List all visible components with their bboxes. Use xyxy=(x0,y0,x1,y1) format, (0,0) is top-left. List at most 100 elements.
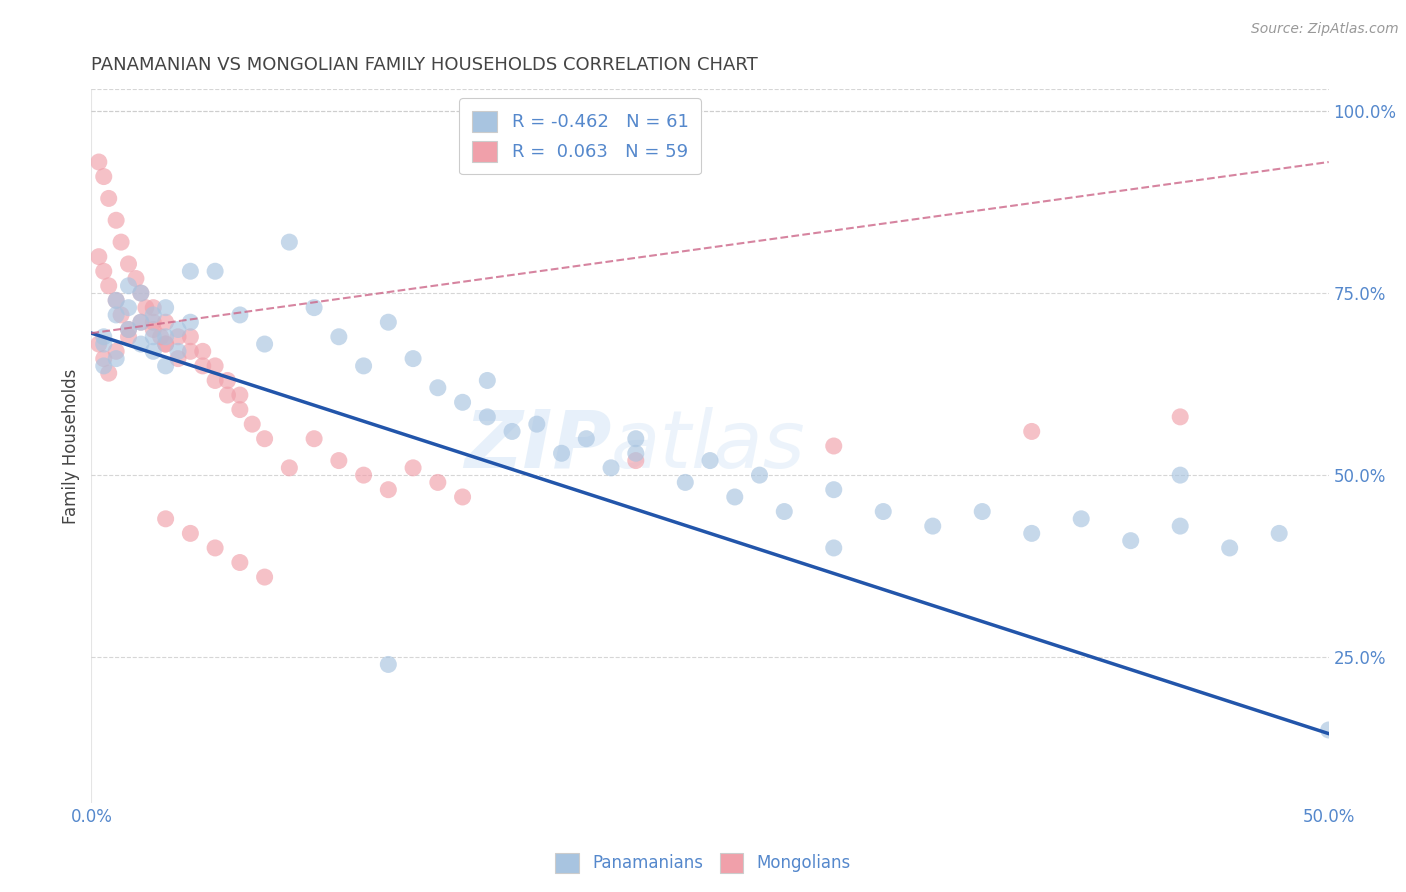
Point xyxy=(155,359,177,373)
Point xyxy=(253,570,276,584)
Point xyxy=(93,330,115,344)
Point xyxy=(451,490,474,504)
Point xyxy=(87,155,110,169)
Point xyxy=(179,330,201,344)
Point xyxy=(204,359,226,373)
Point xyxy=(142,344,165,359)
Point xyxy=(921,519,943,533)
Point xyxy=(353,468,375,483)
Point xyxy=(1119,533,1142,548)
Point xyxy=(87,337,110,351)
Point xyxy=(426,381,449,395)
Point xyxy=(167,351,190,366)
Point xyxy=(204,374,226,388)
Point xyxy=(217,374,239,388)
Point xyxy=(1070,512,1092,526)
Point xyxy=(155,301,177,315)
Point xyxy=(229,402,252,417)
Point xyxy=(402,460,425,475)
Point xyxy=(117,278,139,293)
Point xyxy=(97,278,120,293)
Point xyxy=(477,374,499,388)
Point xyxy=(105,351,128,366)
Point xyxy=(105,293,128,308)
Point xyxy=(87,250,110,264)
Point xyxy=(1268,526,1291,541)
Point xyxy=(972,504,994,518)
Point xyxy=(117,301,139,315)
Point xyxy=(377,657,399,672)
Point xyxy=(823,439,845,453)
Point xyxy=(302,432,325,446)
Point xyxy=(105,293,128,308)
Point xyxy=(204,264,226,278)
Point xyxy=(278,460,301,475)
Point xyxy=(501,425,523,439)
Point xyxy=(105,344,128,359)
Point xyxy=(328,330,350,344)
Point xyxy=(155,337,177,351)
Point xyxy=(117,322,139,336)
Point xyxy=(673,475,696,490)
Point xyxy=(451,395,474,409)
Point xyxy=(93,359,115,373)
Text: atlas: atlas xyxy=(612,407,806,485)
Point xyxy=(600,460,623,475)
Point xyxy=(191,344,214,359)
Point xyxy=(155,512,177,526)
Point xyxy=(142,330,165,344)
Point xyxy=(377,315,399,329)
Point xyxy=(773,504,796,518)
Point xyxy=(575,432,598,446)
Point xyxy=(823,541,845,555)
Point xyxy=(302,301,325,315)
Point xyxy=(229,308,252,322)
Point xyxy=(477,409,499,424)
Point xyxy=(240,417,263,432)
Point xyxy=(105,213,128,227)
Point xyxy=(1219,541,1241,555)
Point xyxy=(117,257,139,271)
Point xyxy=(155,330,177,344)
Text: ZIP: ZIP xyxy=(464,407,612,485)
Point xyxy=(1317,723,1340,737)
Point xyxy=(1168,519,1191,533)
Point xyxy=(402,351,425,366)
Point xyxy=(229,556,252,570)
Point xyxy=(278,235,301,249)
Point xyxy=(167,344,190,359)
Point xyxy=(872,504,894,518)
Point xyxy=(328,453,350,467)
Point xyxy=(526,417,548,432)
Point xyxy=(624,432,647,446)
Point xyxy=(142,322,165,336)
Point xyxy=(142,315,165,329)
Point xyxy=(149,330,172,344)
Text: Source: ZipAtlas.com: Source: ZipAtlas.com xyxy=(1251,22,1399,37)
Point xyxy=(97,366,120,380)
Legend: R = -0.462   N = 61, R =  0.063   N = 59: R = -0.462 N = 61, R = 0.063 N = 59 xyxy=(460,98,702,174)
Legend: Panamanians, Mongolians: Panamanians, Mongolians xyxy=(548,847,858,880)
Point xyxy=(93,351,115,366)
Point xyxy=(129,337,152,351)
Point xyxy=(93,264,115,278)
Point xyxy=(167,330,190,344)
Point xyxy=(179,264,201,278)
Point xyxy=(93,337,115,351)
Point xyxy=(724,490,747,504)
Point xyxy=(135,301,157,315)
Point xyxy=(217,388,239,402)
Point xyxy=(110,235,132,249)
Y-axis label: Family Households: Family Households xyxy=(62,368,80,524)
Point xyxy=(748,468,770,483)
Point xyxy=(155,337,177,351)
Point xyxy=(1021,425,1043,439)
Point xyxy=(167,322,190,336)
Point xyxy=(1168,468,1191,483)
Point xyxy=(179,344,201,359)
Point xyxy=(155,315,177,329)
Point xyxy=(550,446,572,460)
Point xyxy=(191,359,214,373)
Point xyxy=(117,322,139,336)
Point xyxy=(110,308,132,322)
